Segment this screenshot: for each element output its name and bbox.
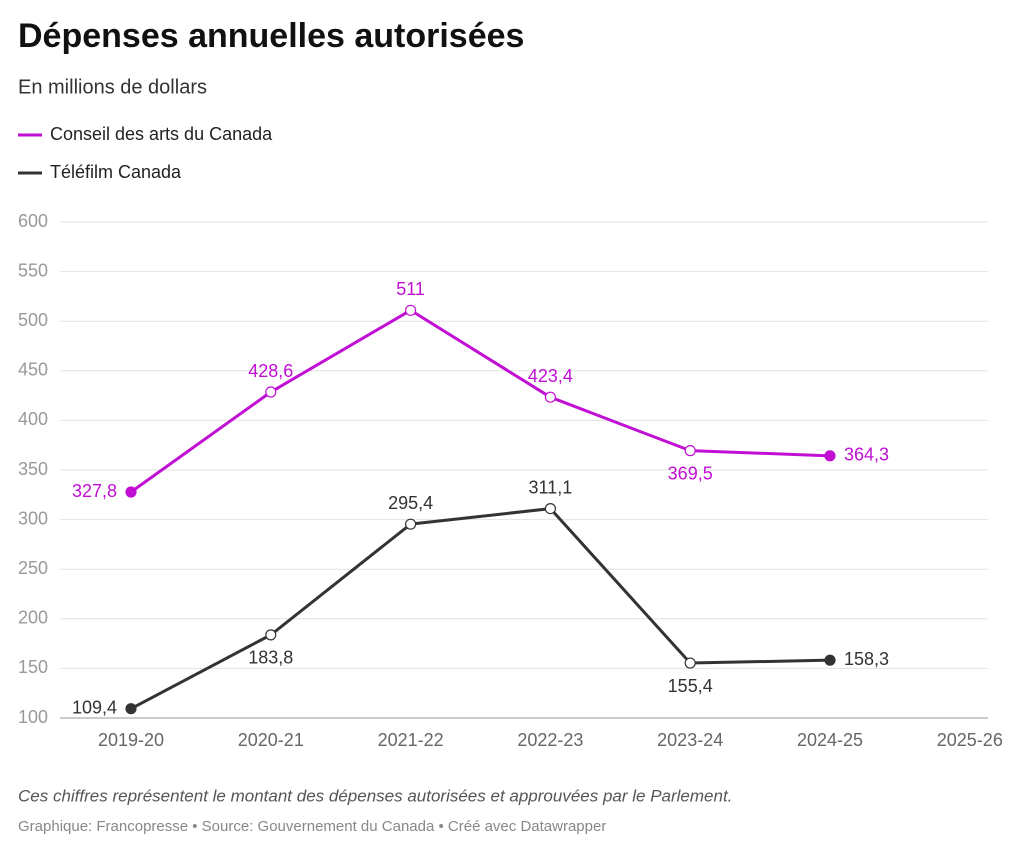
data-label: 295,4 xyxy=(388,493,433,513)
x-tick-label: 2024-25 xyxy=(797,730,863,750)
data-label: 369,5 xyxy=(668,463,713,483)
legend-label: Téléfilm Canada xyxy=(50,162,182,182)
data-point xyxy=(125,486,137,498)
data-label: 511 xyxy=(396,279,425,299)
data-label: 311,1 xyxy=(529,477,573,497)
chart-subtitle: En millions de dollars xyxy=(18,76,207,98)
y-tick-label: 550 xyxy=(18,260,48,280)
y-tick-label: 450 xyxy=(18,360,48,380)
data-point xyxy=(265,629,277,641)
data-point xyxy=(405,518,417,530)
y-tick-label: 400 xyxy=(18,409,48,429)
data-label: 155,4 xyxy=(668,676,713,696)
x-tick-label: 2025-26 xyxy=(937,730,1003,750)
data-label: 109,4 xyxy=(72,697,117,717)
data-point xyxy=(405,304,417,316)
credit: Graphique: Francopresse • Source: Gouver… xyxy=(18,818,606,835)
y-tick-label: 300 xyxy=(18,508,48,528)
data-point xyxy=(544,391,557,403)
data-label: 158,3 xyxy=(844,649,889,669)
data-label: 423,4 xyxy=(528,366,573,386)
data-label: 428,6 xyxy=(248,361,293,381)
series-line xyxy=(130,308,831,494)
x-tick-label: 2021-22 xyxy=(378,730,444,750)
x-tick-label: 2023-24 xyxy=(657,730,723,750)
data-point xyxy=(824,450,836,462)
series-line xyxy=(130,507,831,711)
legend-label: Conseil des arts du Canada xyxy=(50,124,273,144)
data-point xyxy=(684,657,696,669)
x-tick-label: 2022-23 xyxy=(517,730,583,750)
y-tick-label: 350 xyxy=(18,459,48,479)
note: Ces chiffres représentent le montant des… xyxy=(18,786,732,805)
x-tick-label: 2019-20 xyxy=(98,730,164,750)
x-tick-label: 2020-21 xyxy=(238,730,304,750)
data-point xyxy=(824,654,836,666)
data-point xyxy=(265,386,277,398)
data-label: 364,3 xyxy=(844,445,889,465)
data-point xyxy=(125,703,137,715)
y-tick-label: 100 xyxy=(18,707,48,727)
y-tick-label: 150 xyxy=(18,657,48,677)
y-tick-label: 200 xyxy=(18,608,48,628)
data-point xyxy=(544,502,557,515)
y-tick-label: 500 xyxy=(18,310,48,330)
chart-title: Dépenses annuelles autorisées xyxy=(18,17,524,55)
y-tick-label: 250 xyxy=(18,558,48,578)
data-label: 327,8 xyxy=(72,481,117,501)
data-label: 183,8 xyxy=(248,648,293,668)
y-tick-label: 600 xyxy=(18,211,48,231)
data-point xyxy=(684,445,696,457)
